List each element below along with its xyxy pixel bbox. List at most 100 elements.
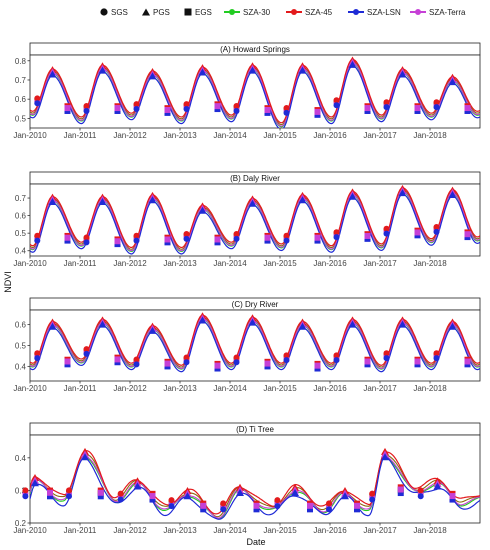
pgs-marker (198, 68, 207, 76)
pgs-marker (98, 197, 107, 205)
y-tick-label: 0.7 (15, 76, 27, 85)
sgs-marker (83, 239, 90, 246)
sgs-marker (326, 506, 332, 513)
x-tick-label: Jan-2017 (363, 259, 397, 268)
sgs-marker (283, 104, 290, 111)
sgs-marker (22, 493, 29, 500)
legend-label-pgs: PGS (153, 8, 170, 17)
x-tick-label: Jan-2018 (413, 526, 447, 535)
sgs-marker (220, 500, 227, 507)
sgs-marker (333, 352, 340, 359)
sgs-marker (333, 234, 340, 241)
y-tick-label: 0.6 (15, 212, 27, 221)
pgs-marker (31, 479, 39, 487)
sgs-marker (417, 493, 424, 500)
pgs-marker (183, 492, 192, 500)
sgs-marker (233, 230, 240, 237)
x-tick-label: Jan-2014 (213, 526, 247, 535)
sgs-marker (34, 355, 41, 362)
egs-marker (354, 502, 360, 509)
sgs-marker (274, 503, 281, 510)
y-tick-label: 0.4 (15, 454, 27, 463)
egs-marker (464, 231, 471, 238)
egs-marker (47, 489, 53, 496)
sgs-marker (83, 107, 90, 114)
egs-marker (307, 506, 313, 513)
egs-marker (214, 103, 221, 110)
sgs-marker (333, 97, 340, 104)
sgs-marker (383, 350, 390, 357)
y-tick-label: 0.4 (15, 362, 27, 371)
sgs-marker (433, 228, 440, 235)
sgs-marker (433, 350, 440, 357)
egs-marker (464, 358, 471, 365)
legend-label-sgs: SGS (111, 8, 128, 17)
pgs-marker (398, 189, 407, 197)
x-tick-label: Jan-2018 (413, 131, 447, 140)
pgs-marker (248, 66, 257, 74)
x-tick-label: Jan-2016 (313, 259, 347, 268)
y-tick-label: 0.3 (15, 486, 27, 495)
pgs-marker (98, 66, 107, 74)
panel-markers (22, 447, 456, 513)
sgs-marker (220, 506, 227, 513)
y-tick-label: 0.5 (15, 342, 27, 351)
pgs-marker (98, 320, 107, 328)
legend-dot-sza-terra (415, 9, 421, 15)
panel-markers (34, 184, 471, 248)
pgs-marker (298, 196, 307, 204)
pgs-marker (298, 66, 307, 74)
sgs-marker (183, 354, 190, 361)
egs-marker (364, 105, 371, 112)
sgs-marker (333, 102, 340, 109)
legend-dot-sza-lsn (353, 9, 359, 15)
pgs-marker (48, 70, 57, 78)
x-tick-label: Jan-2015 (263, 259, 297, 268)
sgs-marker (283, 232, 290, 239)
sgs-marker (326, 500, 332, 507)
egs-marker (214, 362, 221, 369)
legend-marker-egs (184, 8, 192, 16)
legend-label-sza-30: SZA-30 (243, 8, 271, 17)
x-tick-label: Jan-2013 (163, 526, 197, 535)
x-tick-label: Jan-2011 (64, 526, 97, 535)
pgs-marker (133, 482, 142, 490)
egs-marker (114, 356, 121, 363)
egs-marker (164, 236, 171, 243)
x-tick-label: Jan-2018 (413, 384, 447, 393)
x-tick-label: Jan-2010 (13, 131, 47, 140)
x-tick-label: Jan-2012 (113, 526, 147, 535)
egs-marker (47, 493, 53, 500)
sgs-marker (383, 225, 390, 232)
sgs-marker (133, 106, 140, 113)
x-tick-label: Jan-2015 (263, 131, 297, 140)
panel-2: (B) Daly River 0.4 0.5 0.6 0.7 Jan-2010 Jan-20… (13, 171, 481, 268)
sgs-marker (433, 355, 440, 362)
sza-45-curve (30, 450, 480, 515)
y-tick-label: 0.2 (15, 519, 27, 528)
pgs-marker (433, 482, 442, 490)
sgs-marker (34, 95, 41, 102)
sgs-marker (66, 493, 72, 500)
sgs-marker (283, 237, 290, 244)
pgs-marker (348, 60, 357, 68)
panel-3: (C) Dry River 0.4 0.5 0.6 Jan-2010 Jan-2011 Ja… (13, 297, 481, 393)
x-tick-label: Jan-2014 (213, 259, 247, 268)
x-tick-label: Jan-2015 (263, 526, 297, 535)
sgs-marker (383, 99, 390, 106)
sgs-marker (233, 354, 240, 361)
pgs-marker (248, 318, 257, 326)
sgs-marker (168, 503, 175, 510)
egs-marker (464, 105, 471, 112)
egs-marker (149, 496, 156, 503)
pgs-marker (291, 489, 299, 497)
sgs-marker (183, 235, 190, 242)
x-tick-label: Jan-2012 (113, 384, 147, 393)
egs-marker (164, 360, 171, 367)
sgs-marker (22, 487, 29, 494)
pgs-marker (398, 70, 407, 78)
egs-marker (449, 493, 456, 500)
sgs-marker (83, 234, 90, 241)
egs-marker (64, 234, 71, 241)
